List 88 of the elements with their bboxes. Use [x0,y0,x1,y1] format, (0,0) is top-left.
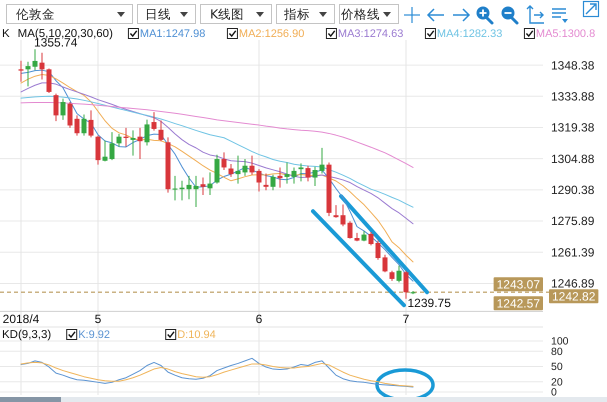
candlestick [222,152,226,171]
candlestick [152,112,156,132]
candlestick [284,162,290,184]
candlestick [138,127,142,160]
y-tick-label: 1333.88 [551,89,595,104]
candlestick [74,114,80,136]
candlestick [32,48,38,71]
candlestick [172,175,178,201]
text: K:9.92 [78,329,110,341]
candlestick [88,110,94,138]
ref-line-label: 1242.82 [552,290,596,304]
text: MA3:1274.63 [338,28,404,40]
text: MA2:1256.90 [238,28,304,40]
candlestick [250,155,254,176]
x-tick-label: 2018/4 [2,312,40,326]
candlestick [242,158,248,176]
y-tick-label: 1290.38 [551,183,595,198]
legend-title: MA(5,10,20,30,60) [18,28,114,40]
candlestick [320,147,324,174]
candlestick [102,140,108,162]
candlestick [382,254,388,273]
y-tick-label: 1246.89 [551,276,595,291]
candlestick [264,172,268,191]
y-tick-label: 80 [551,346,563,358]
y-tick-label: 20 [551,376,563,388]
text: K线图 [210,6,244,22]
text: 价格线 [340,6,380,22]
candlestick [194,175,198,208]
candlestick [158,120,164,142]
candlestick [208,172,212,196]
y-tick-label: 1275.89 [551,214,595,228]
text: 指标 [283,6,310,22]
y-tick-label: 100 [551,336,569,348]
candlestick [228,164,234,178]
candlestick [130,130,136,156]
y-tick-label: 1348.38 [551,58,595,72]
chart-title: K [2,28,10,40]
text: 1242.57 [496,296,540,311]
candlestick [376,240,380,260]
candlestick [256,168,262,192]
y-tick-label: 1261.39 [551,245,595,260]
candlestick [110,132,114,161]
candlestick [124,127,128,148]
text: MA5:1300.8 [536,28,596,40]
text: 伦敦金 [16,6,55,22]
text: D:10.94 [177,329,216,341]
y-tick-label: 1304.88 [551,152,595,166]
candlestick [348,220,352,240]
candlestick [82,114,86,136]
candlestick [306,165,310,182]
y-tick-label: 50 [551,361,563,374]
candlestick [236,155,240,184]
candlestick [270,174,276,191]
candlestick [334,204,338,218]
candlestick [46,68,52,94]
candlestick [60,98,66,120]
candlestick [368,232,374,246]
candlestick [404,270,408,300]
text: 日线 [145,6,171,22]
line-series [20,96,414,208]
candlestick [144,119,150,146]
text: MA1:1247.98 [140,28,206,40]
candlestick [40,52,44,80]
candlestick [180,180,184,201]
candlestick [292,166,296,184]
candlestick [312,166,318,186]
line-series [20,82,414,224]
candlestick [362,230,366,242]
y-tick-label: 1319.38 [551,120,595,135]
candlestick [390,270,394,282]
candlestick [96,135,100,166]
candlestick [116,133,122,148]
text: MA4:1282.33 [436,28,502,40]
candlestick [214,154,220,184]
candlestick [26,61,30,87]
x-tick-label: 7 [402,312,410,326]
candlestick [396,265,402,283]
text: 1243.07 [496,278,540,292]
x-tick-label: 6 [256,312,263,326]
x-tick-label: 5 [94,312,102,326]
candlestick [54,93,58,122]
candlestick [186,175,192,200]
candlestick [340,204,346,227]
annotation: 1239.75 [408,296,452,310]
candlestick [200,177,206,196]
y-tick-label: 0 [551,386,557,399]
legend-title: KD(9,3,3) [2,329,52,341]
candlestick [68,102,72,128]
